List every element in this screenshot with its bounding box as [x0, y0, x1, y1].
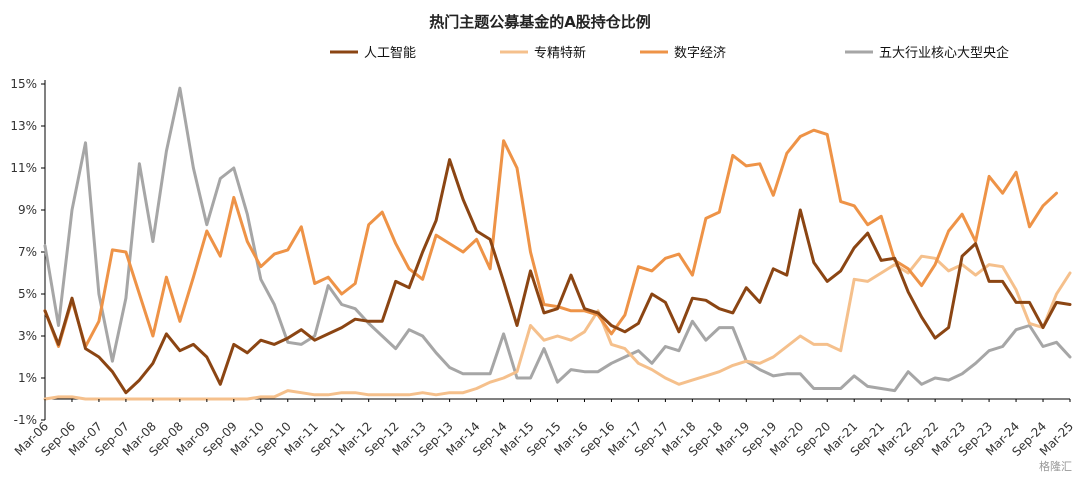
series-line-0: [43, 158, 1072, 395]
watermark-text: 格隆汇: [1039, 459, 1072, 473]
legend-label: 数字经济: [674, 46, 726, 61]
legend-label: 专精特新: [534, 45, 586, 61]
x-axis-ticks: Mar-06Sep-06Mar-07Sep-07Mar-08Sep-08Mar-…: [12, 399, 1076, 459]
series-line-3: [43, 86, 1072, 393]
y-tick-label: 3%: [18, 329, 37, 343]
chart-title: 热门主题公募基金的A股持仓比例: [429, 13, 651, 31]
y-tick-label: 5%: [18, 287, 37, 301]
legend: 人工智能 专精特新 数字经济 五大行业核心大型央企: [330, 45, 1009, 61]
y-tick-label: -1%: [14, 413, 37, 427]
y-tick-label: 9%: [18, 203, 37, 217]
y-tick-label: 13%: [10, 119, 37, 133]
y-tick-label: 15%: [10, 77, 37, 91]
series-line-2: [43, 128, 1058, 348]
legend-label: 五大行业核心大型央企: [879, 45, 1009, 61]
legend-label: 人工智能: [364, 46, 416, 61]
series-layer: [43, 86, 1072, 401]
y-tick-label: 11%: [10, 161, 37, 175]
y-tick-label: 1%: [18, 371, 37, 385]
y-tick-label: 7%: [18, 245, 37, 259]
